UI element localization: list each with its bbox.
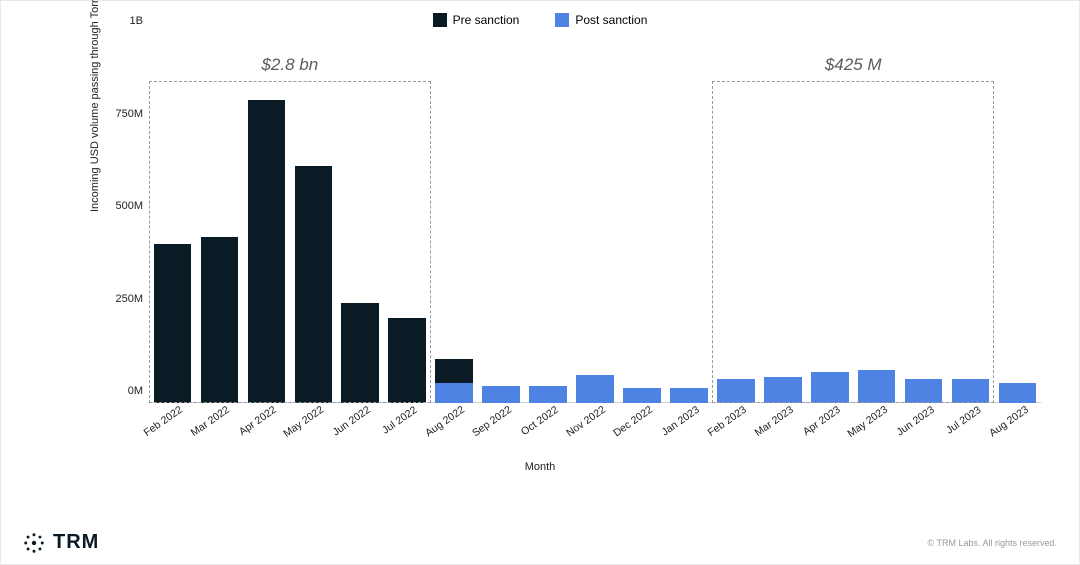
page: Pre sanction Post sanction Incoming USD … xyxy=(0,0,1080,565)
bar xyxy=(435,383,473,403)
x-tick-label: Oct 2022 xyxy=(519,404,561,438)
annotation-box xyxy=(712,81,994,403)
legend-item-post: Post sanction xyxy=(555,13,647,27)
copyright: © TRM Labs. All rights reserved. xyxy=(927,538,1057,548)
y-axis-title: Incoming USD volume passing through Torn… xyxy=(89,0,101,212)
x-tick-label: May 2022 xyxy=(282,404,327,440)
x-tick-label: Mar 2023 xyxy=(752,404,795,439)
x-tick-label: Sep 2022 xyxy=(470,404,514,440)
brand-name: TRM xyxy=(53,531,99,554)
y-tick-label: 500M xyxy=(115,200,149,212)
x-tick-label: Apr 2022 xyxy=(237,404,279,438)
footer: TRM © TRM Labs. All rights reserved. xyxy=(23,531,1057,554)
legend-swatch-post xyxy=(555,13,569,27)
x-tick-label: Jul 2022 xyxy=(380,404,419,437)
bar xyxy=(670,388,708,403)
annotation-label: $425 M xyxy=(825,55,882,75)
x-tick-label: Aug 2023 xyxy=(987,404,1031,440)
bar xyxy=(576,375,614,403)
x-tick-label: May 2023 xyxy=(845,404,890,440)
brand: TRM xyxy=(23,531,99,554)
x-tick-label: Jun 2022 xyxy=(331,404,373,439)
x-tick-label: Nov 2022 xyxy=(564,404,608,440)
x-tick-label: Dec 2022 xyxy=(611,404,655,440)
bar xyxy=(999,383,1037,403)
legend-item-pre: Pre sanction xyxy=(433,13,520,27)
x-axis-title: Month xyxy=(19,461,1061,473)
annotation-label: $2.8 bn xyxy=(261,55,318,75)
chart: Incoming USD volume passing through Torn… xyxy=(79,33,1041,403)
x-tick-label: Mar 2022 xyxy=(189,404,232,439)
legend-swatch-pre xyxy=(433,13,447,27)
bar xyxy=(529,386,567,403)
x-tick-label: Jul 2023 xyxy=(944,404,983,437)
x-tick-label: Aug 2022 xyxy=(423,404,467,440)
x-tick-label: Jun 2023 xyxy=(894,404,936,439)
x-tick-label: Apr 2023 xyxy=(801,404,843,438)
legend-label-pre: Pre sanction xyxy=(453,13,520,27)
x-tick-label: Feb 2023 xyxy=(705,404,748,439)
x-tick-label: Feb 2022 xyxy=(142,404,185,439)
legend-label-post: Post sanction xyxy=(575,13,647,27)
y-tick-label: 750M xyxy=(115,108,149,120)
annotation-box xyxy=(149,81,431,403)
y-tick-label: 0M xyxy=(128,385,149,397)
bar xyxy=(482,386,520,403)
brand-mark-icon xyxy=(23,532,45,554)
legend: Pre sanction Post sanction xyxy=(19,13,1061,27)
y-tick-label: 250M xyxy=(115,293,149,305)
x-tick-label: Jan 2023 xyxy=(659,404,701,439)
y-tick-label: 1B xyxy=(130,15,149,27)
plot-area: 0M250M500M750M1BFeb 2022Mar 2022Apr 2022… xyxy=(149,33,1041,403)
bar xyxy=(623,388,661,403)
